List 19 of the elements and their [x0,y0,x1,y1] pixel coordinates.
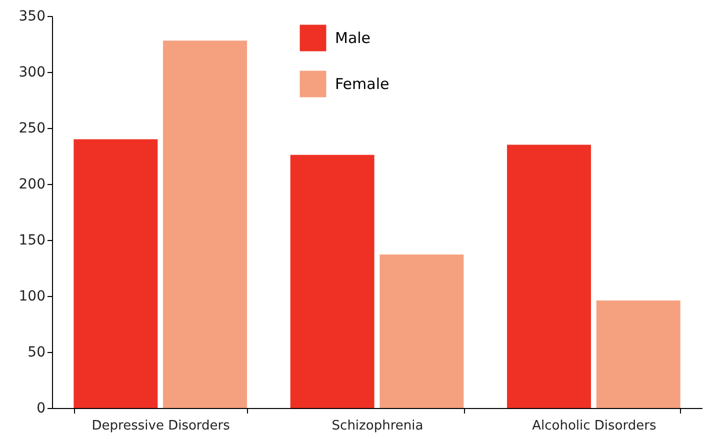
y-tick-label: 200 [18,176,46,192]
y-tick-label: 350 [18,8,46,24]
legend-label: Female [335,75,390,93]
bar [290,154,374,408]
y-tick-label: 300 [18,64,46,80]
y-tick-label: 250 [18,120,46,136]
bar [380,254,464,408]
bar [163,40,247,408]
y-tick-label: 100 [18,288,46,304]
x-tick-label: Schizophrenia [332,418,424,434]
y-tick-label: 150 [18,232,46,248]
legend-label: Male [335,29,371,47]
x-tick-label: Alcoholic Disorders [532,418,656,434]
bar [507,144,591,408]
y-tick-label: 0 [36,400,46,416]
y-tick-label: 50 [28,344,46,360]
bar [596,300,680,408]
bar [74,139,158,408]
x-tick-label: Depressive Disorders [92,418,230,434]
